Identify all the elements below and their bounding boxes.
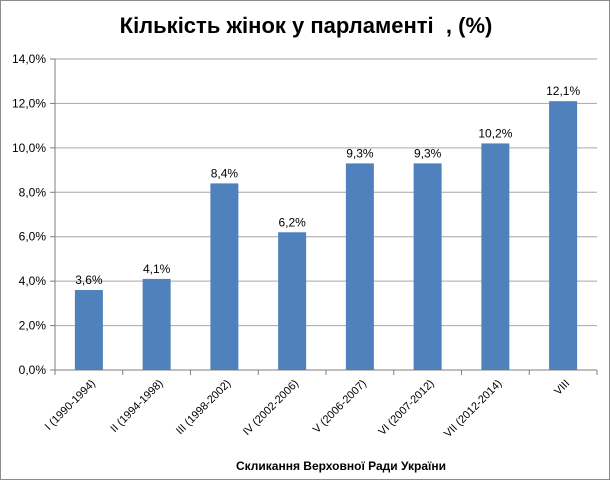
y-tick-label: 4,0% <box>19 274 47 288</box>
x-tick-label: IV (2002-2006) <box>241 378 301 438</box>
x-tick-label: II (1994-1998) <box>108 378 165 435</box>
y-tick-label: 8,0% <box>19 185 47 199</box>
x-tick-label: V (2006-2007) <box>311 378 369 436</box>
data-label: 6,2% <box>278 215 306 229</box>
data-label: 10,2% <box>478 126 512 140</box>
bar <box>413 163 442 370</box>
y-tick-label: 14,0% <box>12 52 46 66</box>
y-tick-label: 6,0% <box>19 230 47 244</box>
y-tick-label: 12,0% <box>12 96 46 110</box>
bar <box>481 143 510 370</box>
chart-title: Кількість жінок у парламенті , (%) <box>119 13 493 38</box>
bar <box>142 278 171 370</box>
data-label: 12,1% <box>546 84 580 98</box>
data-label: 3,6% <box>75 273 103 287</box>
data-label: 9,3% <box>346 146 374 160</box>
bar <box>278 232 307 370</box>
y-tick-label: 2,0% <box>19 319 47 333</box>
x-tick-label: VII (2012-2014) <box>442 378 505 441</box>
y-tick-label: 10,0% <box>12 141 46 155</box>
x-axis-title: Скликання Верховної Ради України <box>235 459 447 473</box>
bar <box>549 101 578 370</box>
x-tick-label: III (1998-2002) <box>174 378 234 438</box>
bar <box>210 183 239 370</box>
bar <box>345 163 374 370</box>
bar <box>74 290 103 370</box>
x-tick-label: I (1990-1994) <box>43 378 98 433</box>
x-tick-label: VI (2007-2012) <box>376 378 436 438</box>
y-tick-label: 0,0% <box>19 363 47 377</box>
data-label: 4,1% <box>143 262 171 276</box>
data-label: 8,4% <box>211 166 239 180</box>
data-label: 9,3% <box>414 146 442 160</box>
x-tick-label: VIII <box>552 378 572 398</box>
